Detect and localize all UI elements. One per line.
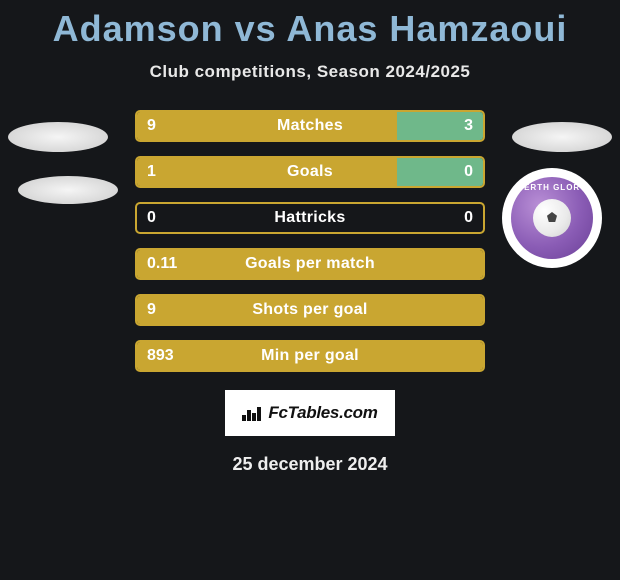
stat-value-right: 0 — [464, 163, 473, 181]
stat-value-left: 0.11 — [147, 255, 177, 273]
stat-label: Min per goal — [261, 347, 359, 365]
comparison-card: Adamson vs Anas Hamzaoui Club competitio… — [0, 0, 620, 475]
stat-bar-track: 9 Shots per goal — [135, 294, 485, 326]
stat-label: Matches — [277, 117, 343, 135]
stat-bar-track: 0.11 Goals per match — [135, 248, 485, 280]
stat-bar-left-fill — [137, 158, 397, 186]
stat-bar-track: 0 0 Hattricks — [135, 202, 485, 234]
date-label: 25 december 2024 — [0, 454, 620, 475]
stat-row: 1 0 Goals — [0, 156, 620, 188]
stat-bar-track: 893 Min per goal — [135, 340, 485, 372]
brand-chart-icon — [242, 405, 262, 421]
stat-bar-track: 1 0 Goals — [135, 156, 485, 188]
stat-value-right: 0 — [464, 209, 473, 227]
page-title: Adamson vs Anas Hamzaoui — [0, 8, 620, 50]
stat-value-left: 0 — [147, 209, 156, 227]
stat-bar-left-fill — [137, 112, 397, 140]
stat-label: Goals — [287, 163, 333, 181]
stat-value-left: 9 — [147, 301, 156, 319]
stat-value-left: 9 — [147, 117, 156, 135]
stat-row: 9 3 Matches — [0, 110, 620, 142]
brand-badge: FcTables.com — [225, 390, 395, 436]
stat-value-right: 3 — [464, 117, 473, 135]
stat-row: 0.11 Goals per match — [0, 248, 620, 280]
stat-value-left: 893 — [147, 347, 174, 365]
stat-label: Goals per match — [245, 255, 375, 273]
stat-label: Shots per goal — [252, 301, 367, 319]
stat-row: 0 0 Hattricks — [0, 202, 620, 234]
stat-label: Hattricks — [274, 209, 345, 227]
stat-row: 9 Shots per goal — [0, 294, 620, 326]
subtitle: Club competitions, Season 2024/2025 — [0, 62, 620, 82]
stat-value-left: 1 — [147, 163, 156, 181]
stat-bar-track: 9 3 Matches — [135, 110, 485, 142]
stat-row: 893 Min per goal — [0, 340, 620, 372]
brand-text: FcTables.com — [268, 403, 377, 423]
